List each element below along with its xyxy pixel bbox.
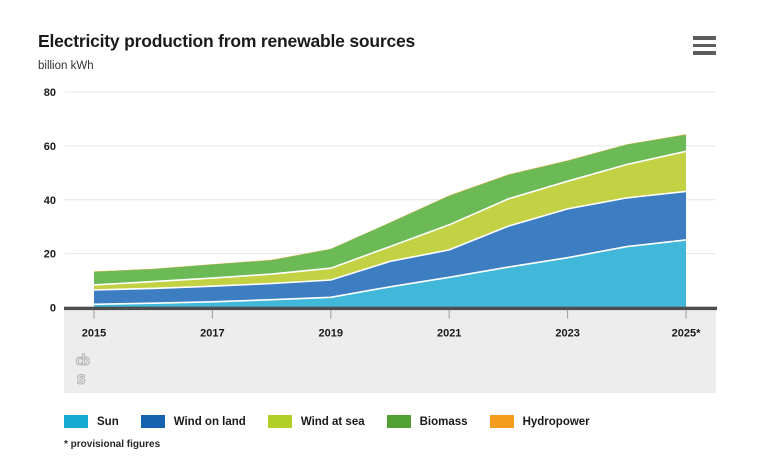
legend-swatch-icon bbox=[64, 415, 88, 428]
legend-label: Sun bbox=[97, 415, 119, 428]
legend-item-hydropower[interactable]: Hydropower bbox=[489, 415, 590, 428]
series-boundary-line bbox=[93, 239, 687, 306]
x-axis-tick-label: 2025* bbox=[672, 328, 701, 340]
svg-text:s: s bbox=[76, 369, 86, 389]
series-boundary-line bbox=[93, 150, 687, 286]
legend-swatch-icon bbox=[489, 415, 514, 428]
x-axis-band bbox=[64, 310, 716, 393]
x-axis-tick-label: 2015 bbox=[82, 328, 106, 340]
page-title: Electricity production from renewable so… bbox=[38, 31, 416, 51]
y-axis-tick-label: 80 bbox=[44, 87, 56, 99]
legend-label: Wind on land bbox=[173, 415, 246, 428]
x-axis-tick-label: 2019 bbox=[319, 328, 343, 340]
legend-item-sun[interactable]: Sun bbox=[64, 415, 119, 428]
legend-item-biomass[interactable]: Biomass bbox=[386, 415, 468, 428]
legend-item-wind-on-land[interactable]: Wind on land bbox=[140, 415, 246, 428]
chart-menu-button[interactable] bbox=[693, 36, 717, 55]
hamburger-menu-icon bbox=[693, 36, 716, 40]
axis-unit-label: billion kWh bbox=[38, 60, 94, 72]
area-series-biomass bbox=[94, 134, 686, 285]
area-series-wind-on-land bbox=[94, 191, 686, 305]
x-axis-tick-label: 2021 bbox=[437, 328, 461, 340]
series-boundary-line bbox=[93, 190, 687, 291]
legend-label: Hydropower bbox=[522, 415, 590, 428]
provisional-figures-footnote: * provisional figures bbox=[64, 439, 161, 450]
svg-text:cb: cb bbox=[75, 353, 89, 369]
legend-swatch-icon bbox=[140, 415, 165, 428]
stacked-area-chart: 0 20 40 60 80 2015 2017 2019 2021 2023 2025* cbs bbox=[44, 87, 717, 393]
x-axis-line bbox=[64, 306, 717, 311]
x-axis-tick-label: 2023 bbox=[555, 328, 579, 340]
legend-swatch-icon bbox=[267, 415, 292, 428]
legend-label: Biomass bbox=[419, 415, 468, 428]
y-axis-tick-label: 40 bbox=[44, 195, 56, 207]
legend-item-wind-at-sea[interactable]: Wind at sea bbox=[267, 415, 365, 428]
area-series-sun bbox=[94, 239, 686, 308]
x-axis-tick-label: 2017 bbox=[200, 328, 224, 340]
y-axis-tick-label: 0 bbox=[50, 303, 56, 315]
y-axis-tick-label: 60 bbox=[44, 141, 56, 153]
y-axis-tick-label: 20 bbox=[44, 249, 56, 261]
legend-swatch-icon bbox=[386, 415, 411, 428]
legend-label: Wind at sea bbox=[300, 415, 365, 428]
cbs-logo: cbs bbox=[75, 353, 92, 390]
chart-legend: Sun Wind on land Wind at sea Biomass Hyd… bbox=[64, 415, 590, 428]
